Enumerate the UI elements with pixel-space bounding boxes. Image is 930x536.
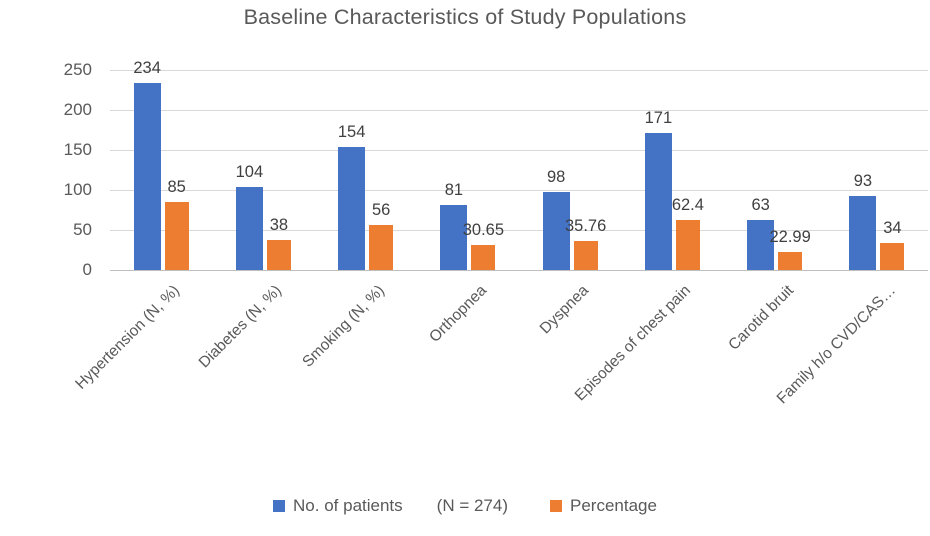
- data-label-patients: 104: [235, 162, 264, 181]
- legend-label-patients: No. of patients: [293, 496, 403, 515]
- data-label-percentage: 56: [371, 201, 391, 220]
- legend-label-percentage: Percentage: [570, 496, 657, 515]
- data-label-patients: 63: [751, 195, 770, 214]
- data-label-patients: 93: [853, 171, 873, 190]
- data-label-patients: 98: [546, 167, 566, 186]
- data-label-percentage: 30.65: [462, 221, 505, 240]
- gridline-y50: [110, 230, 928, 231]
- gridline-y0: [110, 270, 928, 271]
- y-axis-tick-label: 0: [82, 260, 92, 279]
- x-axis-category-label: Episodes of chest pain: [572, 282, 695, 405]
- bar-percentage: [266, 239, 291, 270]
- data-label-percentage: 34: [883, 218, 902, 237]
- data-label-percentage: 35.76: [564, 217, 607, 236]
- bar-patients: [747, 219, 775, 270]
- bar-patients: [338, 146, 366, 270]
- x-axis-category-label: Family h/o CVD/CAS…: [773, 282, 899, 408]
- bar-percentage: [369, 225, 394, 270]
- x-axis-category-label: Smoking (N, %): [298, 282, 388, 371]
- bar-percentage: [471, 245, 496, 270]
- y-axis-tick-label: 150: [63, 140, 92, 159]
- plot-area: 0 50 100 150 200 250 234 85 Hypertension (N, %) 1…: [64, 59, 928, 407]
- bar-patients: [133, 82, 161, 270]
- x-axis-category-label: Orthopnea: [426, 282, 490, 346]
- legend-item-percentage: Percentage: [550, 496, 657, 516]
- bar-percentage: [573, 241, 598, 270]
- bar-percentage: [880, 242, 905, 270]
- data-label-patients: 154: [337, 122, 366, 141]
- data-label-percentage: 85: [167, 178, 186, 196]
- gridline-y200: [110, 110, 928, 111]
- bar-percentage: [164, 202, 189, 270]
- y-axis-tick-label: 50: [73, 220, 92, 239]
- bar-patients: [849, 195, 877, 270]
- bar-patients: [542, 191, 570, 270]
- data-label-percentage: 22.99: [769, 227, 811, 246]
- data-label-percentage: 62.4: [671, 196, 704, 215]
- bar-percentage: [675, 220, 700, 270]
- bar-patients: [440, 205, 468, 270]
- bar-patients: [644, 133, 672, 270]
- x-axis-category-label: Diabetes (N, %): [196, 282, 286, 372]
- gridline-y250: [110, 70, 928, 71]
- y-axis-tick-label: 250: [63, 60, 92, 79]
- data-label-percentage: 38: [269, 215, 289, 234]
- chart-title: Baseline Characteristics of Study Popula…: [243, 5, 687, 29]
- legend-note-n: (N = 274): [436, 496, 508, 515]
- data-label-patients: 234: [133, 58, 161, 77]
- blue-swatch-icon: [273, 500, 286, 512]
- bar-patients: [235, 186, 263, 270]
- x-axis-category-label: Carotid bruit: [724, 282, 797, 354]
- x-axis-category-label: Hypertension (N, %): [72, 282, 184, 393]
- y-axis-tick-label: 200: [63, 100, 92, 119]
- data-label-patients: 81: [444, 181, 464, 200]
- gridline-y100: [110, 190, 928, 191]
- data-label-patients: 171: [644, 109, 673, 128]
- bar-percentage: [778, 251, 803, 270]
- legend: No. of patients (N = 274) Percentage: [0, 496, 930, 516]
- y-axis-tick-label: 100: [63, 180, 92, 199]
- legend-item-patients: No. of patients: [273, 496, 403, 516]
- x-axis-category-label: Dyspnea: [536, 282, 593, 338]
- orange-swatch-icon: [550, 500, 562, 512]
- gridline-y150: [110, 150, 928, 151]
